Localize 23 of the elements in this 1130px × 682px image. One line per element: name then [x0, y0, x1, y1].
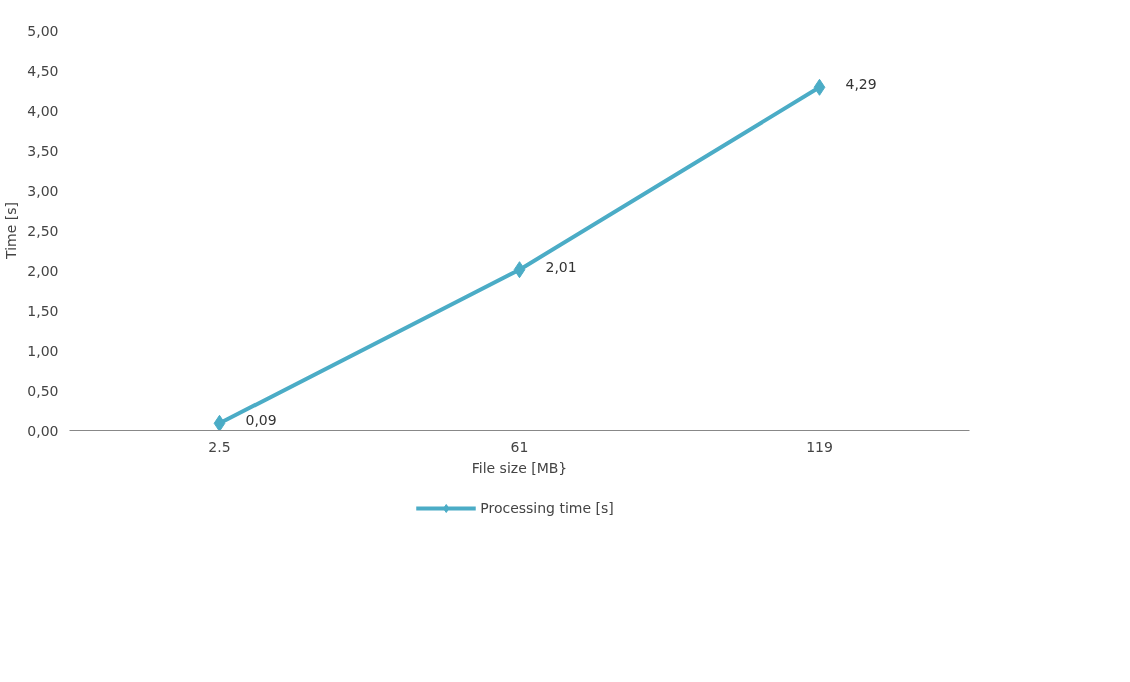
- x-axis-title: File size [MB}: [471, 459, 568, 476]
- y-tick-label: 2,50: [27, 222, 59, 239]
- data-label: 2,01: [545, 258, 577, 275]
- x-tick-label: 2.5: [208, 438, 231, 455]
- point: [513, 261, 526, 279]
- y-tick-label: 0,50: [27, 382, 59, 399]
- point: [813, 78, 826, 96]
- y-tick-label: 3,50: [27, 142, 59, 159]
- data-label: 0,09: [245, 412, 277, 429]
- y-tick-label: 2,00: [27, 262, 59, 279]
- y-tick-label: 1,50: [27, 302, 59, 319]
- y-axis-title: Time [s]: [3, 202, 20, 260]
- y-tick-label: 3,00: [27, 182, 59, 199]
- point: [213, 414, 226, 431]
- y-tick-label: 4,00: [27, 102, 59, 119]
- y-tick-label: 1,00: [27, 342, 59, 359]
- data-label: 4,29: [845, 76, 877, 93]
- x-tick-label: 119: [806, 438, 833, 455]
- y-tick-label: 5,00: [27, 22, 59, 39]
- y-tick-label: 4,50: [27, 62, 59, 79]
- y-tick-label: 0,00: [27, 422, 59, 439]
- x-tick-label: 61: [510, 438, 529, 455]
- legend-label: Processing time [s]: [480, 500, 614, 516]
